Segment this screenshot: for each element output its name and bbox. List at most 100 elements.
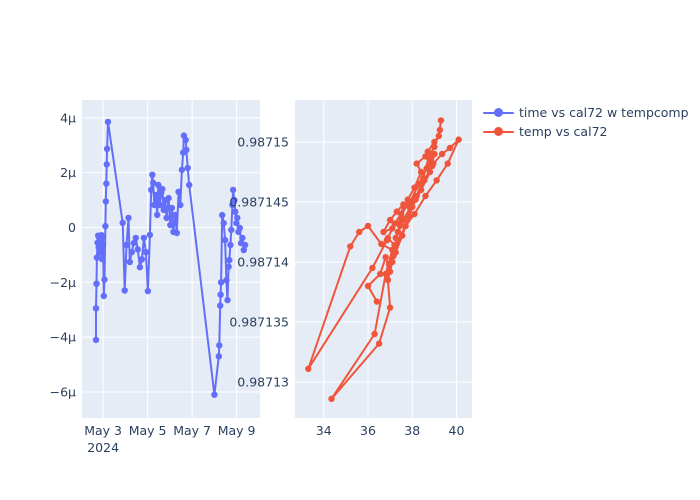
- data-point[interactable]: [150, 179, 157, 186]
- data-point[interactable]: [231, 196, 238, 204]
- data-point[interactable]: [328, 395, 335, 402]
- data-point[interactable]: [430, 160, 437, 167]
- data-point[interactable]: [121, 287, 128, 294]
- data-point[interactable]: [229, 186, 237, 194]
- data-point[interactable]: [149, 171, 156, 178]
- data-point[interactable]: [225, 263, 232, 270]
- data-point[interactable]: [173, 229, 180, 237]
- data-point[interactable]: [234, 214, 241, 222]
- data-point[interactable]: [364, 282, 372, 290]
- data-point[interactable]: [232, 208, 239, 215]
- data-point[interactable]: [217, 302, 224, 309]
- data-point[interactable]: [223, 276, 230, 284]
- data-point[interactable]: [392, 234, 399, 242]
- data-point[interactable]: [386, 304, 394, 311]
- data-point[interactable]: [382, 254, 389, 261]
- data-point[interactable]: [148, 186, 155, 194]
- data-point[interactable]: [444, 160, 451, 167]
- data-point[interactable]: [236, 224, 243, 232]
- data-point[interactable]: [400, 215, 407, 222]
- data-point[interactable]: [394, 228, 402, 236]
- data-point[interactable]: [125, 214, 132, 222]
- data-point[interactable]: [92, 336, 100, 344]
- data-point[interactable]: [186, 181, 193, 189]
- data-point[interactable]: [377, 270, 384, 278]
- data-point[interactable]: [146, 231, 154, 239]
- data-point[interactable]: [178, 166, 186, 174]
- data-point[interactable]: [184, 164, 191, 172]
- data-point[interactable]: [102, 198, 110, 205]
- data-point[interactable]: [136, 264, 144, 271]
- data-point[interactable]: [433, 177, 440, 184]
- data-point[interactable]: [378, 240, 385, 248]
- data-point[interactable]: [93, 280, 100, 287]
- data-point[interactable]: [227, 241, 234, 249]
- data-point[interactable]: [119, 219, 126, 226]
- data-point[interactable]: [97, 245, 105, 253]
- data-point[interactable]: [241, 241, 249, 249]
- data-point[interactable]: [103, 145, 111, 152]
- data-point[interactable]: [228, 226, 235, 234]
- data-point[interactable]: [132, 234, 139, 242]
- data-point[interactable]: [92, 305, 100, 312]
- data-point[interactable]: [431, 150, 438, 158]
- data-point[interactable]: [347, 243, 354, 250]
- data-point[interactable]: [103, 161, 110, 168]
- data-point[interactable]: [402, 222, 409, 230]
- data-point[interactable]: [413, 160, 420, 167]
- data-point[interactable]: [384, 276, 392, 284]
- data-point[interactable]: [151, 201, 158, 209]
- data-point[interactable]: [436, 126, 444, 134]
- data-point[interactable]: [405, 213, 413, 220]
- data-point[interactable]: [240, 246, 247, 254]
- data-point[interactable]: [126, 258, 133, 266]
- legend-item-temp-vs-cal72[interactable]: temp vs cal72: [483, 122, 689, 141]
- data-point[interactable]: [455, 136, 462, 143]
- data-point[interactable]: [216, 342, 223, 349]
- data-point[interactable]: [177, 201, 184, 209]
- data-point[interactable]: [417, 168, 425, 176]
- data-point[interactable]: [217, 291, 224, 298]
- data-point[interactable]: [369, 264, 376, 272]
- data-point[interactable]: [417, 186, 425, 194]
- data-point[interactable]: [375, 340, 383, 347]
- data-point[interactable]: [217, 279, 225, 286]
- data-point[interactable]: [211, 391, 218, 398]
- data-point[interactable]: [391, 242, 398, 249]
- data-point[interactable]: [426, 168, 434, 176]
- data-point[interactable]: [100, 292, 108, 300]
- data-point[interactable]: [142, 248, 150, 256]
- data-point[interactable]: [412, 196, 419, 203]
- data-point[interactable]: [389, 246, 396, 254]
- data-point[interactable]: [134, 246, 141, 253]
- data-point[interactable]: [229, 201, 236, 209]
- data-point[interactable]: [421, 177, 428, 184]
- data-point[interactable]: [167, 221, 174, 229]
- data-point[interactable]: [99, 240, 107, 248]
- data-point[interactable]: [399, 232, 406, 239]
- data-point[interactable]: [221, 236, 229, 244]
- legend-item-time-vs-cal72-w-tempcomp[interactable]: time vs cal72 w tempcomp: [483, 103, 689, 122]
- data-point[interactable]: [305, 365, 312, 372]
- data-point[interactable]: [224, 296, 231, 304]
- data-point[interactable]: [415, 180, 423, 188]
- data-point[interactable]: [356, 228, 363, 236]
- data-point[interactable]: [431, 143, 438, 150]
- data-point[interactable]: [104, 118, 112, 126]
- data-point[interactable]: [128, 248, 135, 256]
- data-point[interactable]: [382, 270, 389, 278]
- data-point[interactable]: [138, 256, 146, 263]
- data-point[interactable]: [425, 153, 433, 160]
- data-point[interactable]: [156, 201, 164, 209]
- data-point[interactable]: [98, 255, 106, 263]
- data-point[interactable]: [437, 117, 445, 124]
- data-point[interactable]: [411, 210, 418, 218]
- data-point[interactable]: [406, 198, 414, 206]
- data-point[interactable]: [93, 254, 101, 261]
- data-point[interactable]: [101, 276, 108, 283]
- data-point[interactable]: [398, 210, 405, 218]
- data-point[interactable]: [155, 181, 162, 189]
- data-point[interactable]: [391, 220, 398, 227]
- data-point[interactable]: [130, 239, 137, 247]
- data-point[interactable]: [364, 222, 372, 230]
